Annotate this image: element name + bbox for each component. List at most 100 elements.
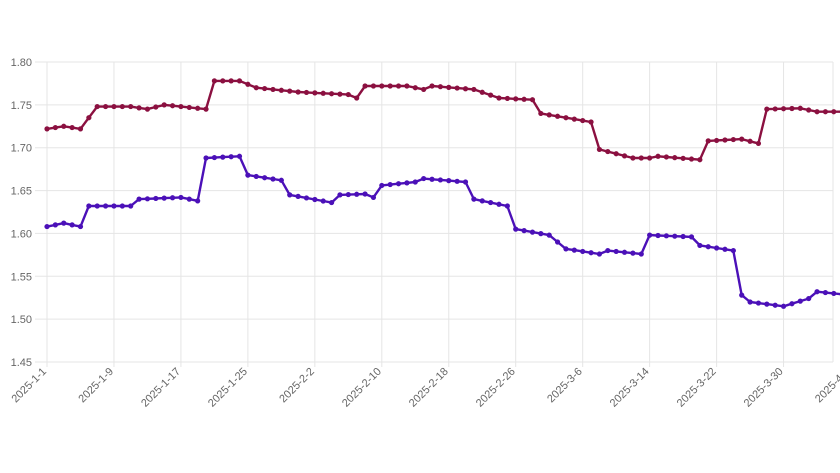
series-1-point — [169, 103, 176, 109]
series-1-point — [228, 78, 234, 84]
series-2-point — [320, 198, 326, 204]
series-2-point — [655, 232, 661, 239]
series-1-point — [647, 155, 653, 161]
series-2-point — [421, 175, 427, 182]
series-1-point — [86, 115, 92, 121]
series-1-point — [77, 126, 84, 132]
series-1-point — [245, 81, 251, 87]
series-2-point — [395, 181, 402, 187]
series-2-point — [806, 295, 812, 302]
series-1-point — [714, 137, 720, 144]
series-1-point — [278, 87, 284, 93]
series-2-point — [504, 203, 510, 209]
series-2-point — [554, 239, 561, 245]
series-1-point — [797, 105, 803, 111]
series-1-point — [638, 155, 644, 161]
series-1-point — [488, 92, 494, 98]
series-2-point — [44, 223, 50, 230]
series-2-point — [245, 172, 251, 178]
series-1-point — [705, 138, 711, 144]
series-1-point — [806, 107, 812, 113]
series-2-point — [270, 176, 276, 182]
series-2-point — [379, 182, 385, 189]
series-1-point — [822, 109, 829, 115]
series-2-point — [479, 198, 485, 204]
series-2-point — [278, 177, 284, 183]
series-1-point — [429, 83, 435, 89]
series-1-point — [755, 140, 762, 147]
series-1-point — [153, 104, 159, 110]
series-1-point — [471, 86, 477, 93]
series-2-point — [295, 193, 301, 199]
series-2-point — [253, 173, 259, 180]
series-1-point — [546, 112, 552, 118]
series-2-point — [128, 203, 134, 209]
series-1-point — [270, 86, 276, 93]
y-tick-label: 1.55 — [11, 271, 32, 283]
series-2-point — [730, 247, 736, 254]
series-1-point — [605, 148, 611, 155]
series-2-point — [605, 247, 611, 254]
series-2-point — [588, 250, 594, 256]
y-tick-label: 1.65 — [11, 186, 32, 198]
series-2-point — [630, 250, 636, 256]
series-2-point — [136, 196, 142, 202]
series-2-point — [370, 194, 377, 201]
series-2-point — [680, 233, 686, 240]
series-2-point — [529, 229, 536, 235]
x-tick-label: 2025-3-6 — [545, 366, 585, 406]
series-1-point — [328, 91, 335, 97]
series-2-point — [789, 301, 795, 307]
series-1-point — [772, 106, 778, 112]
series-2-point — [86, 203, 92, 209]
series-1-point — [195, 105, 201, 111]
series-2-point — [61, 220, 67, 226]
series-2-point — [538, 231, 544, 237]
series-1-point — [680, 155, 686, 161]
x-tick-label: 2025-3-14 — [608, 366, 652, 410]
series-2-point — [262, 175, 268, 181]
series-2-point — [153, 195, 159, 202]
series-2-point — [613, 248, 619, 255]
series-1-point — [404, 83, 410, 89]
x-tick-label: 2025-2-26 — [474, 366, 518, 410]
series-2-point — [513, 226, 519, 232]
series-2-point — [119, 203, 125, 209]
series-1-point — [303, 89, 310, 96]
x-tick-label: 2025-2-10 — [340, 366, 384, 410]
series-1-point — [362, 83, 368, 89]
series-2-point — [228, 154, 234, 160]
series-2-point — [563, 246, 569, 252]
series-2-point — [362, 191, 368, 197]
series-1-point — [764, 106, 770, 112]
series-1-point — [563, 115, 569, 121]
y-tick-label: 1.70 — [11, 143, 32, 155]
x-tick-label: 2025-2-18 — [407, 366, 451, 410]
series-1-point — [446, 84, 452, 90]
series-2-point — [169, 195, 176, 201]
series-2-point — [429, 176, 435, 182]
series-2-point — [797, 298, 803, 304]
series-1-point — [529, 97, 536, 103]
series-2-point — [312, 196, 318, 203]
series-1-point — [437, 84, 443, 90]
series-1-point — [580, 117, 586, 124]
series-1-point — [203, 106, 209, 112]
series-2-point — [303, 195, 310, 201]
series-2-point — [211, 154, 217, 161]
series-1-point — [462, 86, 469, 92]
series-1-point — [730, 136, 736, 143]
series-2-point — [814, 289, 820, 295]
series-2-point — [755, 300, 762, 306]
series-line-2 — [46, 155, 840, 308]
series-1-point — [538, 110, 544, 117]
series-1-point — [128, 103, 134, 110]
series-1-point — [52, 124, 58, 131]
series-1-point — [102, 103, 109, 110]
series-2-point — [714, 245, 720, 251]
series-2-point — [412, 179, 418, 185]
series-2-point — [354, 191, 360, 197]
series-1-point — [831, 109, 837, 115]
series-2-point — [454, 178, 460, 184]
